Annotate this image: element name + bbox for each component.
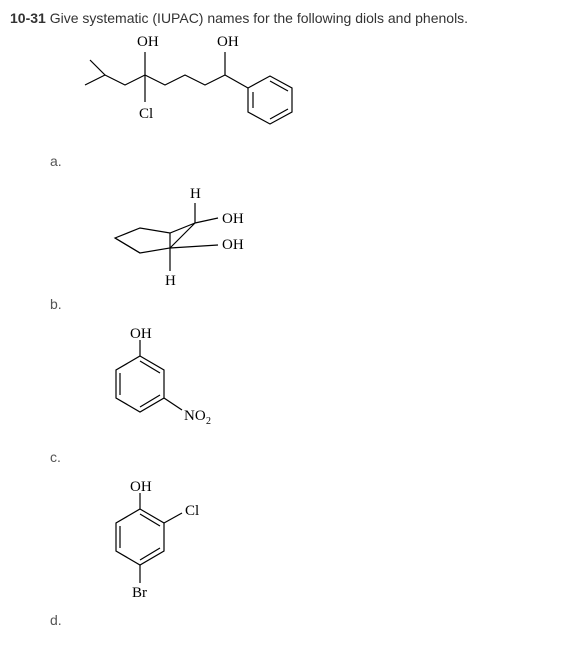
question-prompt: Give systematic (IUPAC) names for the fo… (50, 10, 468, 26)
label-no2-sub: 2 (206, 416, 211, 427)
item-a: a. (50, 153, 553, 175)
label-cl: Cl (139, 106, 153, 122)
label-oh: OH (130, 479, 152, 495)
label-cl: Cl (185, 503, 199, 519)
label-oh: OH (130, 326, 152, 342)
structure-b-svg: H OH OH H (90, 183, 290, 293)
label-oh2: OH (217, 34, 239, 50)
structure-d-svg: OH Cl Br (90, 479, 240, 609)
label-no2: NO (184, 408, 206, 424)
item-d: d. (50, 612, 553, 634)
item-label-d: d. (50, 612, 70, 634)
item-c: c. (50, 449, 553, 471)
item-b: b. (50, 296, 553, 318)
structure-a-svg: OH OH Cl (70, 30, 350, 150)
structure-c: OH NO 2 (90, 326, 553, 449)
question-header: 10-31 Give systematic (IUPAC) names for … (10, 10, 553, 26)
label-oh1: OH (222, 211, 244, 227)
structure-d: OH Cl Br (90, 479, 553, 612)
label-oh1: OH (137, 34, 159, 50)
structure-b: H OH OH H (90, 183, 553, 296)
label-h1: H (190, 186, 201, 202)
label-oh2: OH (222, 237, 244, 253)
structure-c-svg: OH NO 2 (90, 326, 250, 446)
item-label-c: c. (50, 449, 70, 471)
item-label-a: a. (50, 153, 70, 175)
question-number: 10-31 (10, 10, 46, 26)
structure-a: OH OH Cl (70, 30, 553, 153)
label-h2: H (165, 273, 176, 289)
item-label-b: b. (50, 296, 70, 318)
label-br: Br (132, 585, 147, 601)
